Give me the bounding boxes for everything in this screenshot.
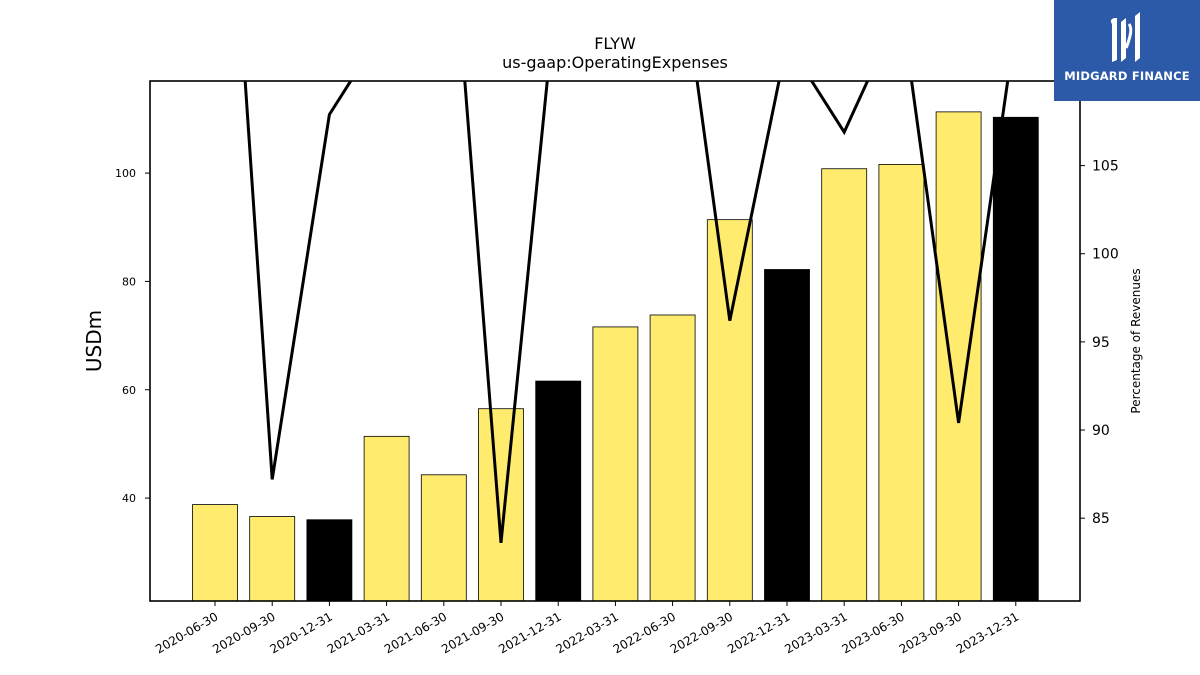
bar-2023-09-30 <box>935 111 982 602</box>
y-tick-label: 40 <box>122 492 136 505</box>
y2-tick-label: 105 <box>1092 159 1119 175</box>
bar-2020-09-30 <box>249 516 296 602</box>
y2-tick-label: 85 <box>1092 511 1110 527</box>
x-tick-label: 2021-06-30 <box>382 609 449 656</box>
y-axis-label: USDm <box>82 310 106 372</box>
x-tick-label: 2023-12-31 <box>954 609 1021 656</box>
brand-mark-icon <box>1110 12 1140 62</box>
x-tick-label: 2023-09-30 <box>897 609 964 656</box>
bar-2023-06-30 <box>878 164 925 602</box>
bar-2020-06-30 <box>192 504 238 602</box>
x-tick-label: 2023-03-31 <box>782 609 849 656</box>
x-tick-label: 2020-09-30 <box>210 609 277 656</box>
y-tick-label: 60 <box>122 384 136 397</box>
x-tick-label: 2021-03-31 <box>325 609 392 656</box>
x-tick-label: 2022-12-31 <box>725 609 792 656</box>
x-tick-label: 2020-12-31 <box>267 609 334 656</box>
y2-tick-label: 90 <box>1092 423 1110 439</box>
y-tick-label: 100 <box>115 167 136 180</box>
bar-2021-09-30 <box>478 408 524 602</box>
line-layer <box>243 81 1010 543</box>
bar-2021-06-30 <box>420 474 467 602</box>
bar-2023-03-31 <box>821 168 868 602</box>
x-tick-label: 2020-06-30 <box>153 609 220 656</box>
bar-2022-06-30 <box>649 314 696 602</box>
bar-2022-12-31 <box>764 269 810 602</box>
bars-layer <box>192 111 1039 602</box>
x-tick-label: 2022-09-30 <box>668 609 735 656</box>
bar-2020-12-31 <box>306 519 353 602</box>
chart-title: FLYW <box>594 34 636 53</box>
brand-name: MIDGARD FINANCE <box>1064 69 1190 83</box>
x-tick-label: 2021-12-31 <box>496 609 563 656</box>
bar-2022-09-30 <box>706 219 753 602</box>
y2-tick-label: 100 <box>1092 247 1119 263</box>
bar-2021-03-31 <box>363 435 410 602</box>
brand-logo: MIDGARD FINANCE <box>1054 0 1200 101</box>
x-tick-label: 2021-09-30 <box>439 609 506 656</box>
x-tick-label: 2023-06-30 <box>839 609 906 656</box>
bar-2023-12-31 <box>992 116 1039 602</box>
y2-tick-label: 95 <box>1092 335 1110 351</box>
x-tick-label: 2022-03-31 <box>553 609 620 656</box>
x-tick-label: 2022-06-30 <box>611 609 678 656</box>
bar-2021-12-31 <box>535 380 582 602</box>
y2-axis-label: Percentage of Revenues <box>1129 268 1143 413</box>
bar-2022-03-31 <box>592 326 639 602</box>
y-tick-label: 80 <box>122 275 136 288</box>
revenue-percentage-line <box>243 81 1010 543</box>
chart-subtitle: us-gaap:OperatingExpenses <box>502 53 728 72</box>
